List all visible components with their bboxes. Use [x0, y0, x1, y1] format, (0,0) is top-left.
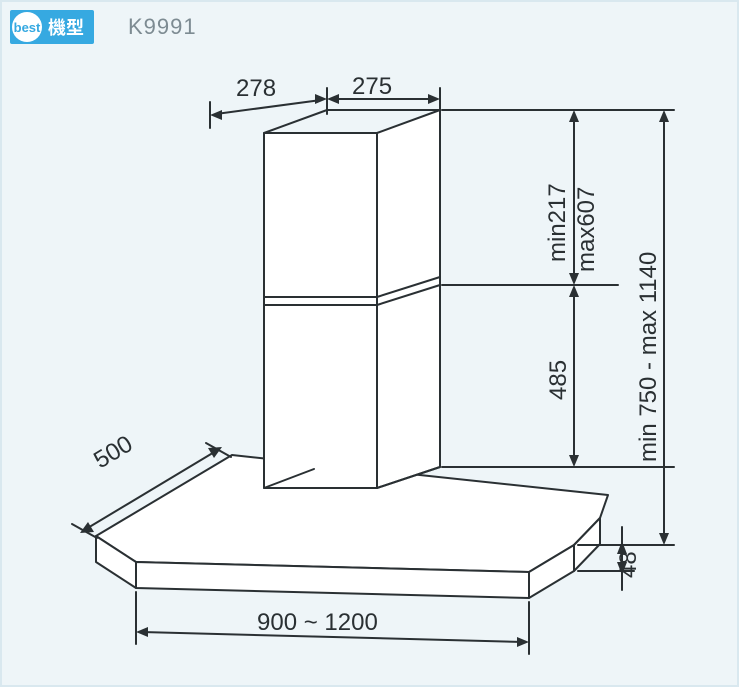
chimney-right-face [377, 110, 440, 488]
dim-top-group: 278 275 [210, 73, 440, 128]
dim-278: 278 [236, 75, 276, 102]
technical-drawing: 278 275 500 900 ~ 1200 [2, 2, 739, 687]
dim-48: 48 [615, 551, 642, 578]
dim-275: 275 [352, 73, 392, 100]
diagram-card: best 機型 K9991 [0, 0, 739, 687]
dim-500: 500 [89, 430, 137, 474]
chimney-front-face [264, 133, 377, 488]
dim-upper-group: min217 max607 [544, 110, 600, 285]
dim-485-group: 485 [545, 285, 579, 467]
dim-basewidth-group: 900 ~ 1200 [136, 592, 529, 654]
dim-max607: max607 [573, 187, 600, 272]
dim-485: 485 [545, 360, 572, 400]
dim-total-group: min 750 - max 1140 [635, 110, 669, 545]
dim-48-group: 48 [615, 527, 642, 590]
dim-basewidth: 900 ~ 1200 [257, 609, 378, 636]
dim-total: min 750 - max 1140 [635, 252, 662, 462]
dim-min217: min217 [544, 183, 571, 262]
